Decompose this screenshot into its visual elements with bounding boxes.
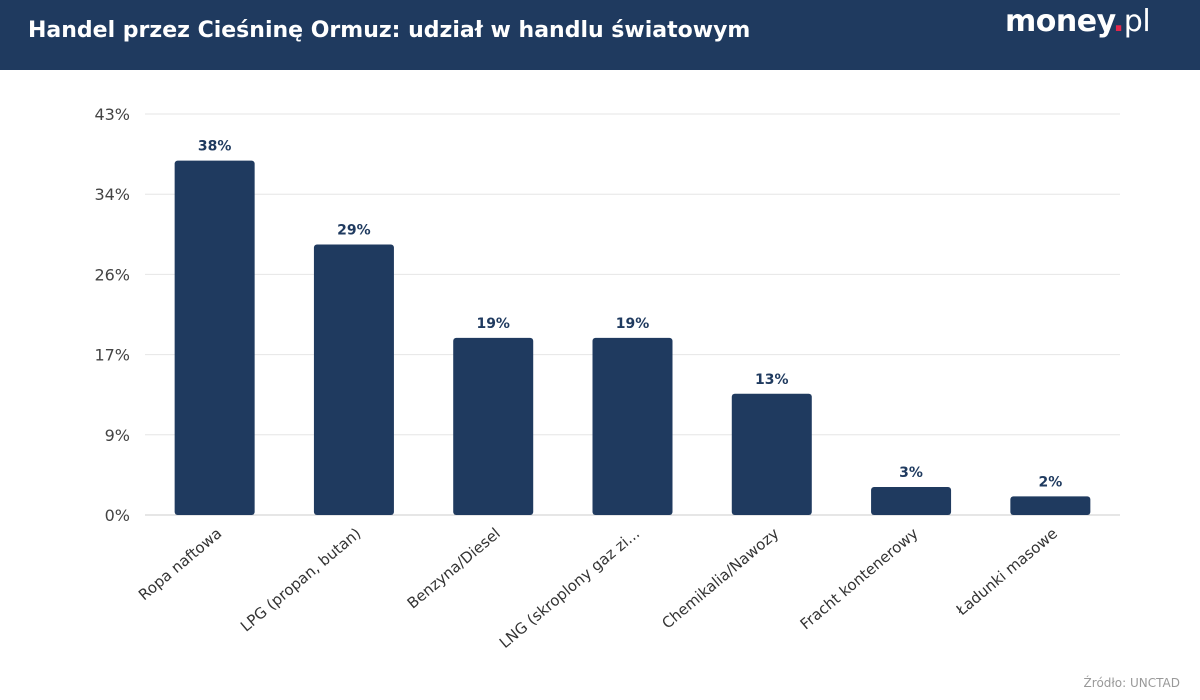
x-tick-label: LNG (skroplony gaz zi... xyxy=(496,524,643,652)
y-tick-label: 17% xyxy=(94,346,130,365)
x-tick-label: Chemikalia/Nawozy xyxy=(658,524,782,632)
x-tick-label: Fracht kontenerowy xyxy=(797,524,922,633)
data-label: 13% xyxy=(755,372,789,388)
bar xyxy=(174,160,255,515)
y-tick-label: 9% xyxy=(105,426,130,445)
source-note: Źródło: UNCTAD xyxy=(1083,676,1180,690)
data-label: 3% xyxy=(899,465,923,481)
y-tick-label: 34% xyxy=(94,185,130,204)
bar xyxy=(592,337,673,515)
x-tick-label: Benzyna/Diesel xyxy=(404,524,504,612)
chart-title: Handel przez Cieśninę Ormuz: udział w ha… xyxy=(28,18,751,43)
header-bar: Handel przez Cieśninę Ormuz: udział w ha… xyxy=(0,0,1200,70)
money-pl-logo: money.pl xyxy=(1005,4,1151,39)
bar xyxy=(871,487,952,515)
y-tick-label: 43% xyxy=(94,105,130,124)
data-label: 38% xyxy=(198,139,232,155)
x-tick-label: Ropa naftowa xyxy=(135,524,225,604)
bar xyxy=(1010,496,1091,515)
y-tick-label: 26% xyxy=(94,265,130,284)
bar xyxy=(313,244,394,515)
y-tick-label: 0% xyxy=(105,506,130,525)
bar xyxy=(453,337,534,515)
x-tick-label: LPG (propan, butan) xyxy=(237,524,365,635)
data-label: 29% xyxy=(337,223,371,239)
data-label: 19% xyxy=(616,316,650,332)
data-label: 19% xyxy=(476,316,510,332)
bar xyxy=(731,393,812,515)
x-tick-label: Ładunki masowe xyxy=(952,524,1061,619)
data-label: 2% xyxy=(1038,474,1062,490)
